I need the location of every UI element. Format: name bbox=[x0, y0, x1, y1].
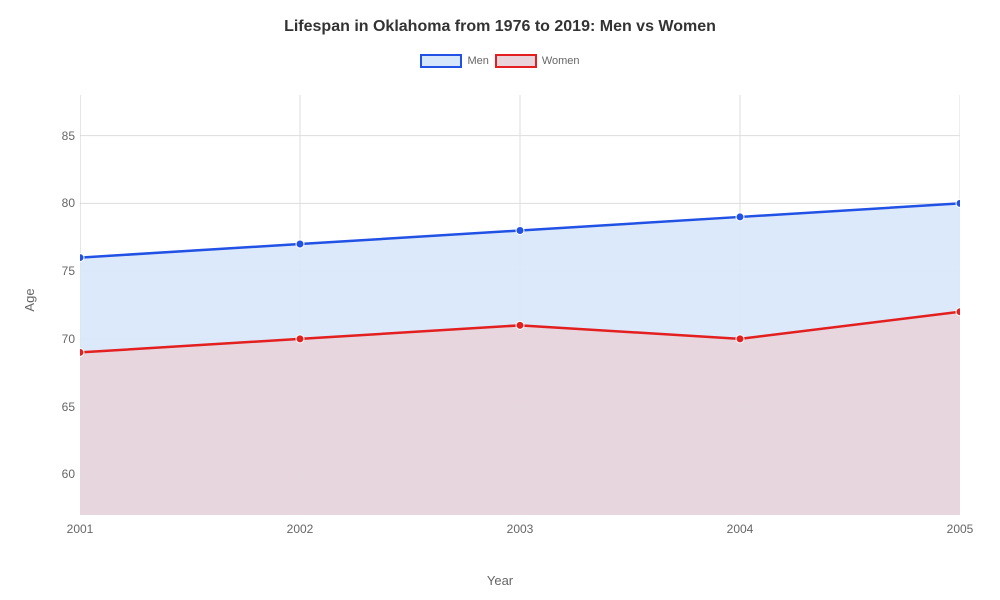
y-axis-label: Age bbox=[22, 288, 37, 311]
chart-title: Lifespan in Oklahoma from 1976 to 2019: … bbox=[0, 0, 1000, 36]
legend-item-men: Men bbox=[420, 54, 488, 68]
chart-container: Lifespan in Oklahoma from 1976 to 2019: … bbox=[0, 0, 1000, 600]
legend-label-men: Men bbox=[467, 55, 488, 67]
x-tick: 2003 bbox=[507, 522, 534, 536]
y-tick: 75 bbox=[62, 264, 75, 278]
legend: Men Women bbox=[0, 54, 1000, 68]
y-tick: 80 bbox=[62, 196, 75, 210]
y-tick: 70 bbox=[62, 332, 75, 346]
x-tick: 2002 bbox=[287, 522, 314, 536]
x-tick: 2001 bbox=[67, 522, 94, 536]
y-tick: 60 bbox=[62, 467, 75, 481]
legend-swatch-women bbox=[495, 54, 537, 68]
y-tick: 65 bbox=[62, 400, 75, 414]
x-tick: 2004 bbox=[727, 522, 754, 536]
x-axis-label: Year bbox=[487, 573, 513, 588]
x-tick: 2005 bbox=[947, 522, 974, 536]
legend-label-women: Women bbox=[542, 55, 580, 67]
y-tick: 85 bbox=[62, 129, 75, 143]
legend-item-women: Women bbox=[495, 54, 580, 68]
chart-svg bbox=[80, 95, 960, 515]
plot-area bbox=[80, 95, 960, 515]
legend-swatch-men bbox=[420, 54, 462, 68]
